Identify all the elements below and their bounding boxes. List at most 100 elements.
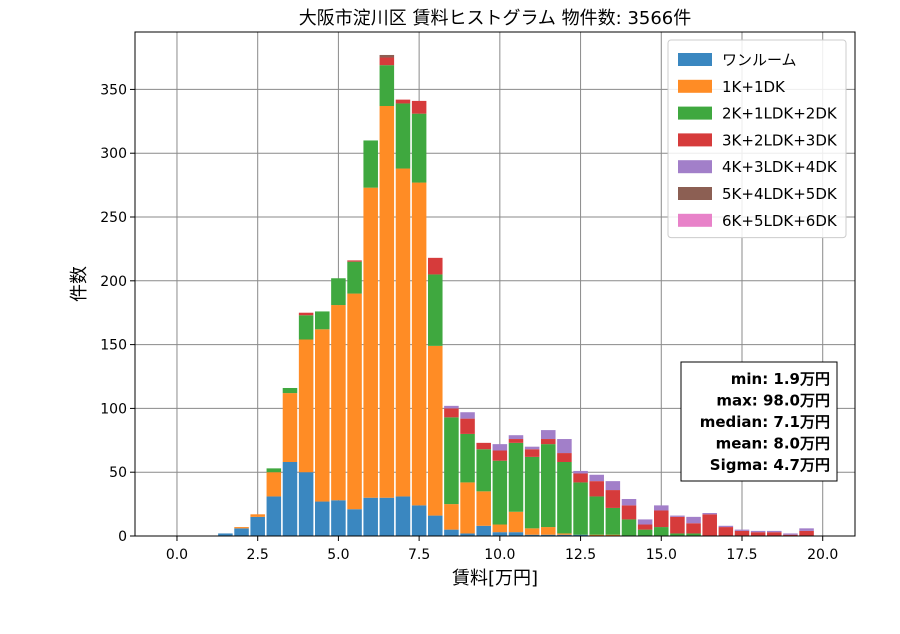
y-tick-label: 100 bbox=[100, 401, 127, 417]
bar-segment bbox=[686, 516, 701, 524]
bar-segment bbox=[492, 450, 508, 461]
legend-box bbox=[667, 39, 847, 239]
stats-annotation: min: 1.9万円 max: 98.0万円 median: 7.1万円 mean: … bbox=[680, 361, 838, 482]
bar-segment bbox=[395, 103, 411, 169]
bar-segment bbox=[492, 532, 508, 536]
bar-segment bbox=[395, 168, 411, 497]
bar-segment bbox=[637, 519, 653, 525]
stats-line: mean: 8.0万円 bbox=[716, 435, 830, 453]
bar-segment bbox=[702, 514, 717, 536]
bar-segment bbox=[702, 513, 717, 515]
bar-segment bbox=[589, 481, 604, 497]
y-axis-ticks: 0 50 100 150 200 250 300 350 bbox=[100, 82, 135, 545]
bar-segment bbox=[363, 187, 378, 498]
bar-segment bbox=[411, 182, 427, 506]
legend-label: ワンルーム bbox=[722, 51, 797, 69]
y-axis-label: 件数 bbox=[69, 266, 90, 302]
bar-segment bbox=[282, 387, 298, 394]
bar-segment bbox=[347, 260, 362, 262]
bar-segment bbox=[508, 511, 524, 533]
bar-segment bbox=[476, 525, 491, 536]
x-axis-ticks: 0.0 2.5 5.0 7.5 10.0 12.5 15.0 17.5 20.0 bbox=[166, 536, 838, 563]
bar-segment bbox=[460, 412, 475, 419]
bar-segment bbox=[444, 529, 459, 536]
x-tick-label: 2.5 bbox=[247, 547, 269, 563]
legend-swatch bbox=[678, 133, 712, 147]
legend-label: 4K+3LDK+4DK bbox=[722, 158, 838, 176]
y-tick-label: 0 bbox=[118, 529, 127, 545]
bar-segment bbox=[573, 473, 588, 483]
x-tick-label: 0.0 bbox=[166, 547, 188, 563]
bar-segment bbox=[686, 523, 701, 534]
stats-line: min: 1.9万円 bbox=[731, 370, 830, 388]
bar-segment bbox=[331, 500, 346, 536]
legend-label: 2K+1LDK+2DK bbox=[722, 105, 838, 123]
bar-segment bbox=[282, 461, 298, 536]
bars bbox=[218, 54, 814, 536]
x-tick-label: 5.0 bbox=[327, 547, 349, 563]
bar-segment bbox=[508, 439, 524, 443]
bar-segment bbox=[234, 528, 249, 536]
bar-segment bbox=[492, 444, 508, 451]
bar-segment bbox=[444, 408, 459, 418]
bar-segment bbox=[783, 534, 798, 536]
bar-segment bbox=[460, 533, 475, 536]
bar-segment bbox=[670, 515, 685, 517]
bar-segment bbox=[541, 534, 556, 536]
bar-segment bbox=[347, 509, 362, 536]
legend-swatch bbox=[678, 79, 712, 93]
bar-segment bbox=[315, 311, 330, 330]
bar-segment bbox=[347, 261, 362, 294]
bar-segment bbox=[234, 527, 249, 529]
bar-segment bbox=[637, 529, 653, 536]
bar-segment bbox=[557, 453, 572, 462]
bar-segment bbox=[428, 515, 443, 536]
bar-segment bbox=[670, 533, 685, 536]
legend-label: 1K+1DK bbox=[722, 78, 786, 96]
x-tick-label: 20.0 bbox=[807, 547, 838, 563]
bar-segment bbox=[508, 532, 524, 536]
bar-segment bbox=[444, 405, 459, 409]
bar-segment bbox=[589, 534, 604, 536]
bar-segment bbox=[605, 490, 621, 508]
legend-swatch bbox=[678, 187, 712, 200]
x-tick-label: 12.5 bbox=[565, 547, 596, 563]
bar-segment bbox=[266, 472, 282, 497]
bar-segment bbox=[524, 534, 540, 536]
bar-segment bbox=[298, 472, 314, 536]
stats-line: Sigma: 4.7万円 bbox=[710, 456, 830, 474]
bar-segment bbox=[541, 430, 556, 440]
bar-segment bbox=[637, 524, 653, 530]
bar-segment bbox=[541, 439, 556, 445]
bar-segment bbox=[734, 529, 750, 531]
chart-title: 大阪市淀川区 賃料ヒストグラム 物件数: 3566件 bbox=[299, 8, 692, 29]
stats-line: max: 98.0万円 bbox=[716, 392, 830, 410]
bar-segment bbox=[363, 497, 378, 536]
bar-segment bbox=[767, 532, 782, 536]
bar-segment bbox=[589, 474, 604, 482]
legend-swatch bbox=[678, 106, 712, 120]
bar-segment bbox=[524, 528, 540, 535]
bar-segment bbox=[460, 418, 475, 434]
bar-segment bbox=[783, 533, 798, 535]
bar-segment bbox=[363, 140, 378, 188]
bar-segment bbox=[492, 460, 508, 525]
bar-segment bbox=[266, 468, 282, 473]
bar-segment bbox=[654, 527, 669, 536]
bar-segment bbox=[573, 470, 588, 474]
x-tick-label: 17.5 bbox=[726, 547, 757, 563]
bar-segment bbox=[476, 442, 491, 450]
bar-segment bbox=[298, 339, 314, 473]
bar-segment bbox=[250, 514, 265, 517]
y-tick-label: 300 bbox=[100, 146, 127, 162]
bar-segment bbox=[799, 530, 814, 536]
bar-segment bbox=[541, 527, 556, 535]
legend-label: 3K+2LDK+3DK bbox=[722, 131, 838, 149]
bar-segment bbox=[218, 533, 233, 536]
bar-segment bbox=[508, 442, 524, 512]
x-tick-label: 10.0 bbox=[484, 547, 515, 563]
y-tick-label: 350 bbox=[100, 82, 127, 98]
y-tick-label: 150 bbox=[100, 338, 127, 354]
bar-segment bbox=[298, 312, 314, 316]
